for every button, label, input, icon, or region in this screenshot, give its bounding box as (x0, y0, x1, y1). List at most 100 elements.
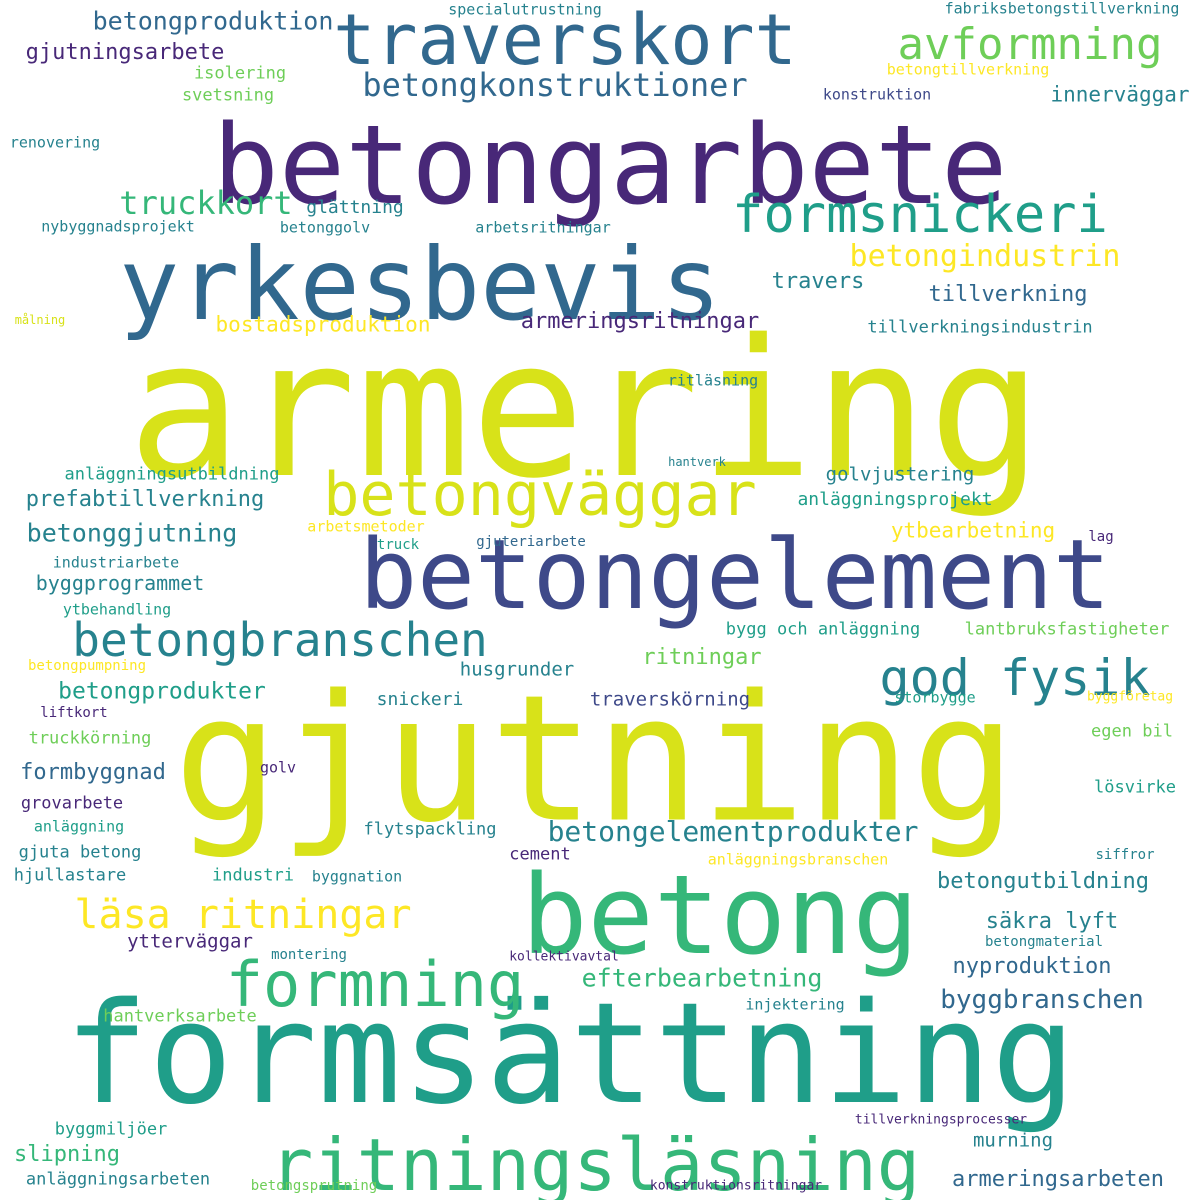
cloud-word: slipning (14, 1142, 120, 1167)
cloud-word: betongproduktion (92, 6, 334, 36)
cloud-word: grovarbete (20, 793, 124, 814)
cloud-word: traverskörning (589, 688, 751, 711)
cloud-word: byggbranschen (940, 985, 1144, 1015)
cloud-word: egen bil (1091, 721, 1173, 742)
cloud-word: ytbearbetning (890, 518, 1056, 543)
cloud-word: byggprogrammet (35, 571, 205, 595)
cloud-word: god fysik (879, 649, 1151, 707)
cloud-word: anläggningsarbeten (25, 1169, 211, 1190)
cloud-word: specialutrustning (448, 0, 602, 19)
cloud-word: hjullastare (13, 865, 127, 886)
cloud-word: byggföretag (1086, 689, 1174, 705)
cloud-word: betonggolv (279, 218, 371, 237)
cloud-word: formning (225, 948, 525, 1021)
cloud-word: betong (521, 851, 919, 979)
cloud-word: konstruktion (822, 85, 932, 104)
cloud-word: gjuta betong (18, 842, 142, 863)
cloud-word: truck (376, 537, 420, 553)
cloud-word: armeringsarbeten (952, 1167, 1164, 1192)
cloud-word: isolering (193, 63, 287, 84)
cloud-word: gjuteriarbete (476, 534, 586, 550)
cloud-word: anläggningsutbildning (64, 464, 280, 485)
cloud-word: betongmaterial (984, 934, 1104, 950)
cloud-word: avformning (897, 19, 1163, 70)
cloud-word: cement (509, 844, 571, 865)
cloud-word: truckkörning (28, 728, 152, 749)
cloud-word: betonggjutning (26, 518, 238, 548)
cloud-word: armering (127, 299, 1043, 520)
cloud-word: renovering (9, 133, 101, 152)
cloud-word: ritläsning (667, 371, 759, 390)
cloud-word: snickeri (376, 689, 464, 710)
cloud-word: läsa ritningar (74, 892, 412, 938)
cloud-word: lantbruksfastigheter (964, 619, 1170, 640)
cloud-word: murning (972, 1129, 1054, 1152)
cloud-word: betongarbete (212, 101, 1008, 229)
cloud-word: travers (771, 269, 865, 294)
cloud-word: säkra lyft (985, 909, 1119, 934)
cloud-word: armeringsritningar (520, 309, 760, 334)
cloud-word: ritningar (642, 645, 762, 670)
cloud-word: golvjustering (825, 463, 975, 486)
cloud-word: lag (1088, 529, 1114, 545)
cloud-word: arbetsmetoder (307, 517, 425, 536)
cloud-word: efterbearbetning (581, 963, 823, 993)
cloud-word: byggmiljöer (54, 1119, 168, 1140)
cloud-word: industri (212, 865, 294, 886)
cloud-word: betongindustrin (849, 239, 1121, 274)
cloud-word: fabriksbetongstillverkning (944, 0, 1180, 18)
cloud-word: truckkort (119, 184, 293, 222)
cloud-word: ytterväggar (127, 930, 253, 953)
cloud-word: yrkesbevis (118, 226, 722, 343)
cloud-word: lösvirke (1094, 777, 1176, 798)
cloud-word: betongtillverkning (886, 60, 1050, 79)
cloud-word: traverskort (333, 0, 797, 81)
cloud-word: innerväggar (1050, 82, 1190, 107)
cloud-word: hantverksarbete (103, 1006, 257, 1027)
cloud-word: prefabtillverkning (25, 487, 265, 512)
cloud-word: betongprodukter (58, 678, 266, 705)
cloud-word: tillverkningsindustrin (867, 317, 1093, 338)
cloud-word: storbygge (894, 688, 976, 707)
cloud-word: industriarbete (52, 553, 180, 572)
cloud-word: gjutning (173, 658, 1017, 862)
cloud-word: formsättning (64, 973, 1076, 1136)
cloud-word: betongutbildning (937, 869, 1149, 894)
cloud-word: betongelementprodukter (547, 815, 919, 848)
cloud-word: formbyggnad (20, 760, 166, 785)
cloud-word: betongkonstruktioner (362, 66, 748, 104)
cloud-word: tillverkningsprocesser (854, 1112, 1028, 1128)
cloud-word: nybyggnadsprojekt (41, 217, 195, 236)
cloud-word: golv (259, 758, 297, 777)
cloud-word: nyproduktion (952, 954, 1112, 979)
cloud-word: svetsning (181, 85, 275, 106)
cloud-word: byggnation (311, 867, 403, 886)
cloud-word: formsnickeri (732, 185, 1108, 245)
cloud-word: bygg och anläggning (725, 619, 921, 640)
cloud-word: kollektivavtal (509, 949, 619, 965)
cloud-word: injektering (745, 995, 845, 1014)
cloud-word: liftkort (40, 705, 108, 721)
cloud-word: arbetsritningar (475, 218, 611, 237)
cloud-word: betongbranschen (72, 613, 488, 667)
cloud-word: betongsprutning (250, 1178, 378, 1194)
cloud-word: betongpumpning (27, 658, 147, 674)
cloud-word: glättning (306, 197, 404, 218)
cloud-word: ytbehandling (62, 600, 172, 619)
cloud-word: målning (14, 313, 66, 327)
cloud-word: anläggningsprojekt (797, 489, 993, 510)
cloud-word: anläggningsbranschen (707, 850, 889, 869)
cloud-word: gjutningsarbete (25, 40, 225, 65)
cloud-word: husgrunder (459, 658, 575, 681)
cloud-word: konstruktionsritningar (649, 1178, 823, 1194)
cloud-word: betongväggar (323, 460, 757, 530)
cloud-word: flytspackling (363, 819, 497, 840)
cloud-word: anläggning (33, 817, 125, 836)
cloud-word: bostadsproduktion (215, 312, 431, 337)
cloud-word: tillverkning (928, 282, 1088, 307)
cloud-word: montering (271, 947, 347, 963)
cloud-word: betongelement (359, 519, 1111, 631)
cloud-word: hantverk (668, 455, 726, 469)
cloud-word: ritningsläsning (269, 1123, 921, 1200)
